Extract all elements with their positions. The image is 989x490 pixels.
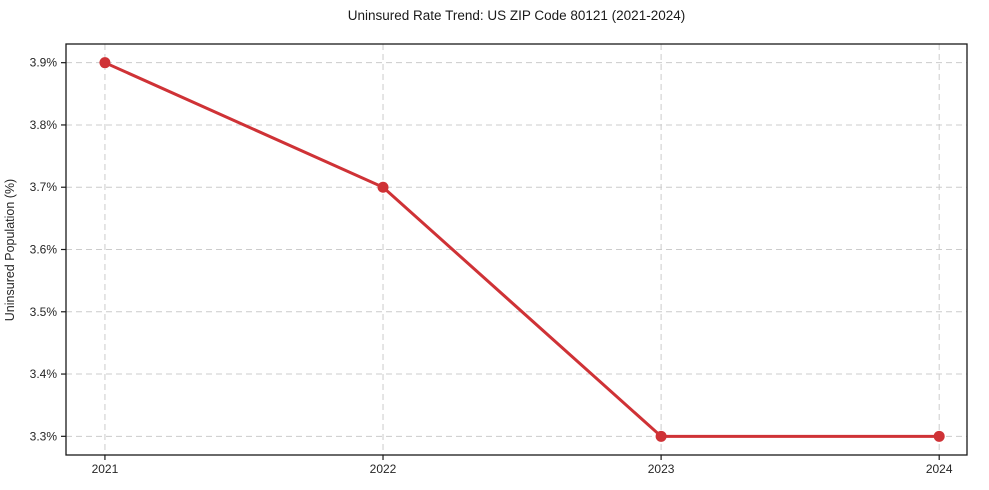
y-tick-label: 3.9% bbox=[30, 56, 58, 70]
trend-line bbox=[103, 61, 941, 438]
y-tick-label: 3.7% bbox=[30, 180, 58, 194]
x-tick-label: 2024 bbox=[926, 462, 953, 476]
data-point-marker bbox=[933, 430, 945, 442]
y-axis-label: Uninsured Population (%) bbox=[3, 179, 17, 321]
x-tick-label: 2022 bbox=[370, 462, 397, 476]
y-tick-label: 3.4% bbox=[30, 367, 58, 381]
y-tick-label: 3.3% bbox=[30, 429, 58, 443]
chart-title: Uninsured Rate Trend: US ZIP Code 80121 … bbox=[347, 8, 686, 23]
data-point-marker bbox=[655, 430, 667, 442]
x-tick-label: 2023 bbox=[648, 462, 675, 476]
data-point-marker bbox=[99, 57, 111, 69]
y-tick-label: 3.6% bbox=[30, 243, 58, 257]
x-tick-label: 2021 bbox=[92, 462, 119, 476]
y-tick-label: 3.8% bbox=[30, 118, 58, 132]
data-point-marker bbox=[377, 181, 389, 193]
y-tick-label: 3.5% bbox=[30, 305, 58, 319]
